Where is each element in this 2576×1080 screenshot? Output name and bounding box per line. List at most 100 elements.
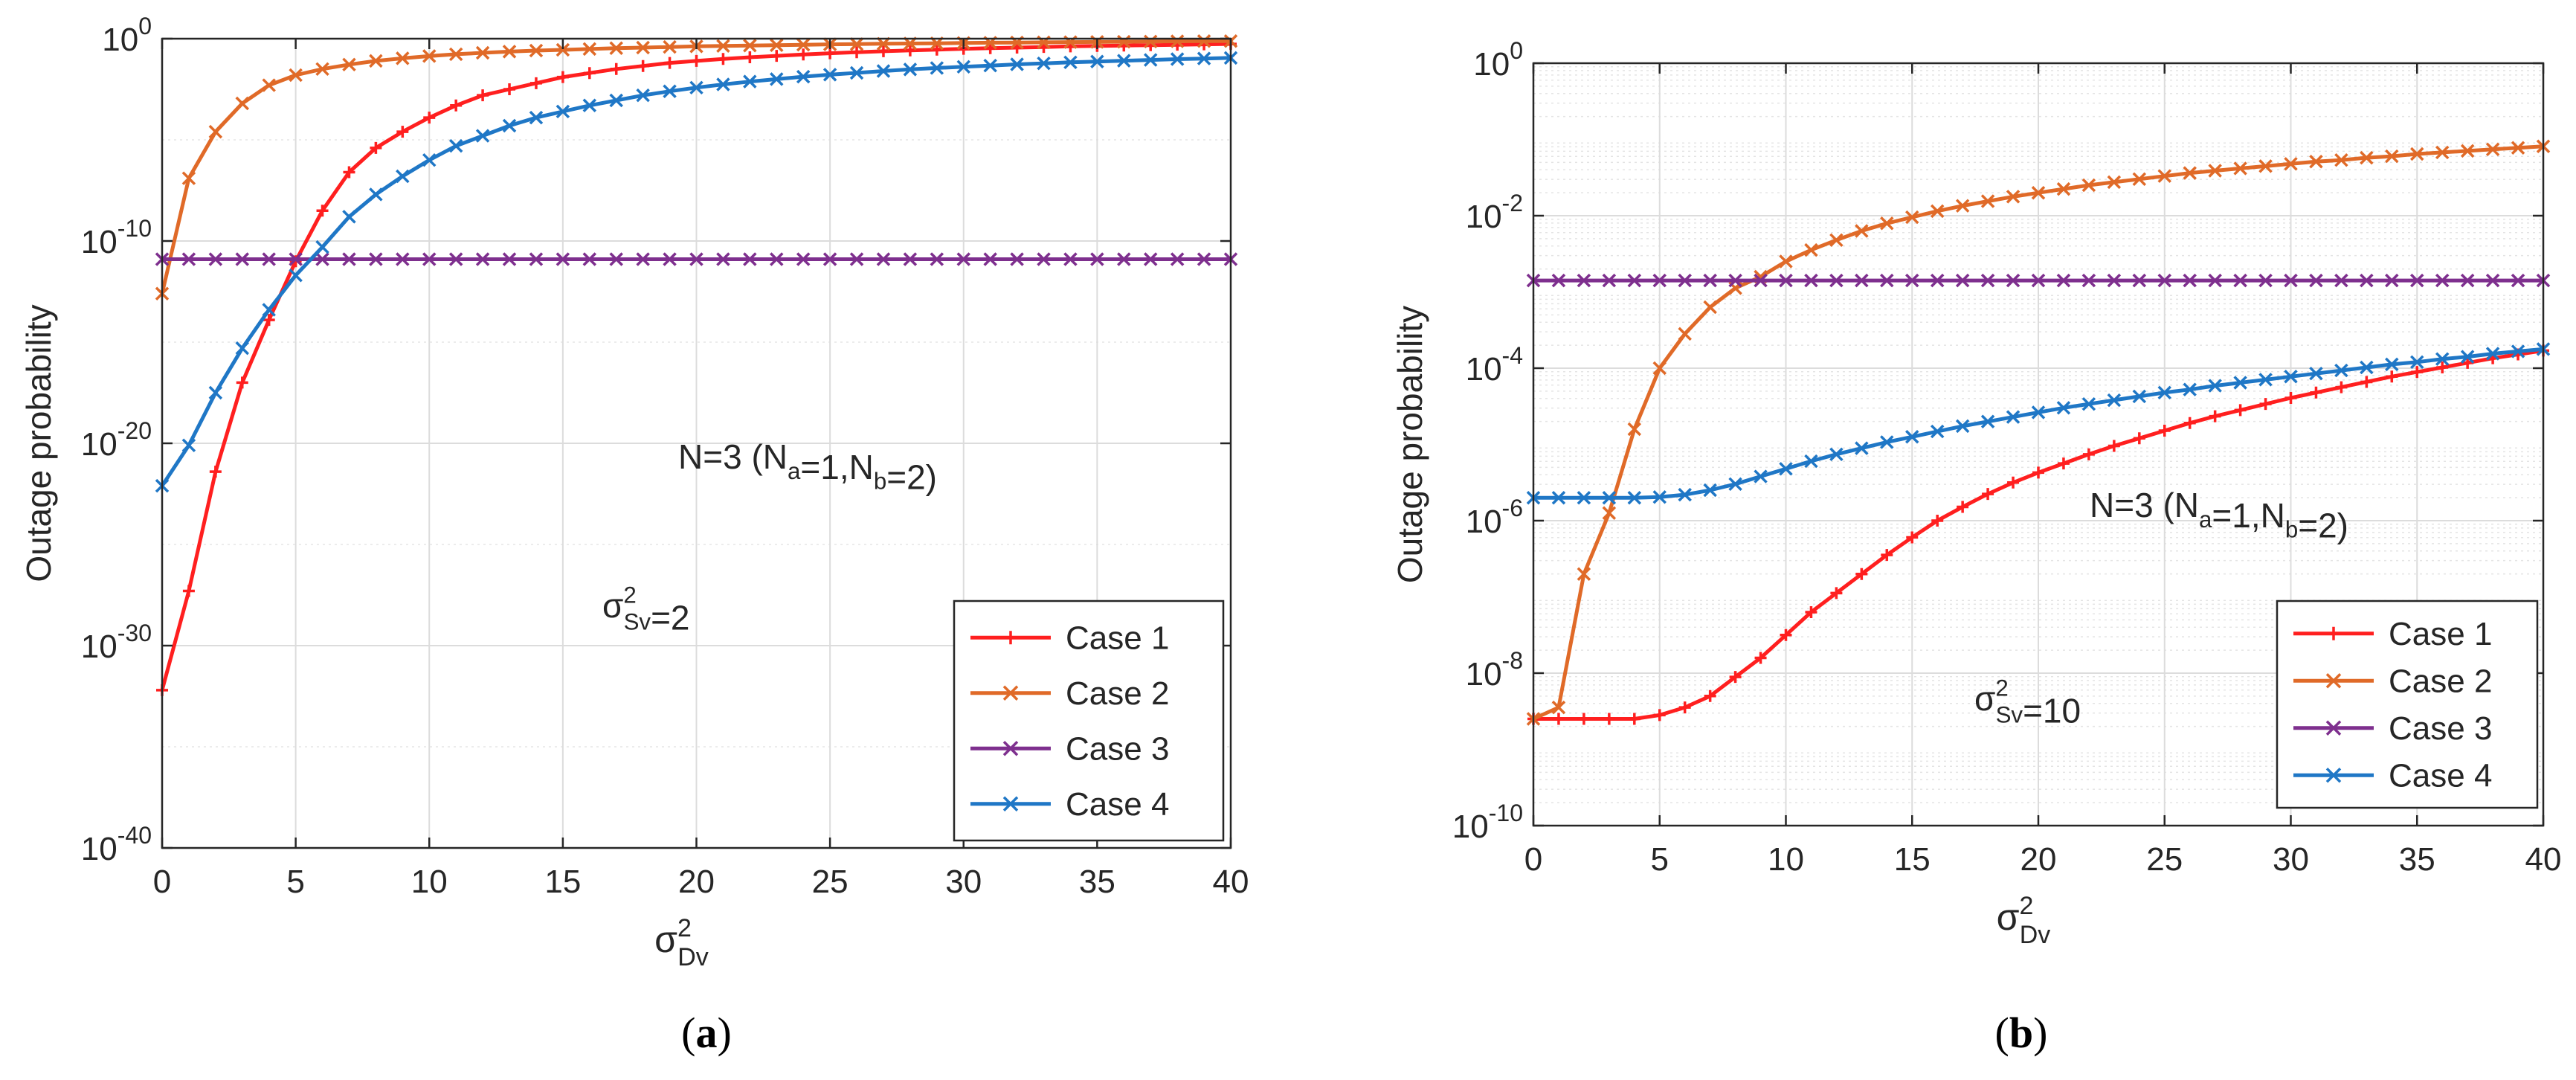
- data-point: [2385, 357, 2399, 372]
- data-point: [1779, 273, 1793, 288]
- data-point: [181, 252, 196, 266]
- data-point: [2284, 391, 2297, 404]
- legend-item: Case 4: [2293, 757, 2492, 794]
- data-point: [637, 60, 649, 72]
- data-point: [663, 57, 676, 69]
- data-point: [1197, 252, 1211, 266]
- data-point: [1627, 491, 1642, 505]
- data-point: [477, 89, 489, 102]
- data-point: [1678, 327, 1692, 341]
- data-point: [475, 252, 490, 266]
- data-point: [1931, 515, 1944, 527]
- data-point: [502, 118, 517, 133]
- legend-label: Case 3: [1066, 730, 1169, 767]
- data-point: [663, 252, 677, 266]
- x-tick-label: 10: [411, 864, 448, 900]
- data-point: [716, 252, 730, 266]
- data-point: [583, 67, 596, 80]
- data-point: [2334, 152, 2348, 167]
- data-point: [1930, 424, 1945, 439]
- annotation: σ2 Sv=10: [1974, 675, 2081, 730]
- data-point: [1602, 491, 1617, 505]
- data-point: [2435, 352, 2450, 366]
- data-point: [636, 252, 650, 266]
- data-point: [1627, 422, 1642, 437]
- data-point: [2284, 273, 2298, 288]
- data-point: [2233, 273, 2247, 288]
- data-point: [2082, 448, 2095, 460]
- data-point: [208, 252, 223, 266]
- data-point: [1930, 204, 1945, 219]
- data-point: [717, 53, 730, 65]
- data-point: [1855, 224, 1869, 238]
- y-tick-label: 10-40: [81, 822, 152, 867]
- legend-label: Case 2: [1066, 675, 1169, 712]
- data-point: [181, 171, 196, 185]
- data-point: [1905, 430, 1919, 444]
- data-point: [556, 42, 570, 57]
- data-point: [502, 252, 517, 266]
- data-point: [2107, 273, 2122, 288]
- data-point: [235, 96, 250, 111]
- caption-b: (b): [1994, 1009, 2048, 1057]
- x-tick-label: 5: [1651, 841, 1669, 878]
- data-point: [369, 187, 383, 202]
- data-point: [903, 62, 918, 77]
- data-point: [2310, 386, 2322, 399]
- legend-item: Case 3: [2293, 710, 2492, 747]
- data-point: [744, 51, 756, 64]
- data-point: [1906, 531, 1919, 544]
- data-point: [1905, 210, 1919, 225]
- data-point: [1170, 52, 1185, 66]
- legend-item: Case 4: [970, 786, 1169, 823]
- data-point: [1703, 483, 1717, 498]
- data-point: [1090, 252, 1104, 266]
- x-tick-label: 40: [2525, 841, 2562, 878]
- data-point: [1982, 488, 1994, 501]
- data-point: [2208, 164, 2222, 178]
- data-point: [450, 99, 463, 112]
- x-tick-label: 40: [1213, 864, 1249, 900]
- data-point: [502, 45, 517, 59]
- legend: Case 1 Case 2 Case 3 Case 4: [953, 600, 1225, 842]
- annotation: N=3 (Na=1,Nb=2): [2090, 486, 2348, 545]
- data-point: [2107, 393, 2122, 408]
- x-tick-label: 30: [945, 864, 982, 900]
- data-point: [2132, 273, 2147, 288]
- data-point: [2284, 370, 2298, 384]
- x-tick-label: 25: [812, 864, 849, 900]
- data-point: [289, 252, 303, 266]
- data-point: [822, 68, 837, 82]
- legend-label: Case 3: [2389, 710, 2492, 747]
- data-point: [209, 466, 222, 478]
- data-point: [2183, 382, 2197, 396]
- data-point: [849, 65, 864, 80]
- legend-item: Case 1: [970, 620, 1169, 656]
- data-point: [1063, 252, 1078, 266]
- data-point: [796, 69, 811, 84]
- chart-panel-a: 0 5 10 15 20 25 30 35 40 10-40 10-30 10-20 10-10 100 O…: [19, 13, 1249, 971]
- data-point: [396, 51, 410, 65]
- data-point: [2410, 355, 2424, 370]
- data-point: [1197, 34, 1211, 48]
- data-point: [2511, 344, 2525, 359]
- data-point: [1804, 273, 1818, 288]
- data-point: [2410, 147, 2424, 161]
- data-point: [2335, 381, 2348, 393]
- data-point: [475, 129, 490, 143]
- data-point: [315, 62, 329, 77]
- data-point: [956, 252, 970, 266]
- data-point: [289, 68, 303, 83]
- data-point: [822, 252, 837, 266]
- data-point: [2386, 370, 2398, 383]
- data-point: [1829, 273, 1844, 288]
- data-point: [956, 60, 970, 74]
- data-point: [2006, 190, 2020, 204]
- data-point: [235, 341, 250, 356]
- x-axis-label: σ2 Dv: [654, 914, 709, 971]
- y-tick-label: 10-6: [1466, 495, 1523, 540]
- data-point: [343, 166, 355, 179]
- data-point: [1955, 273, 1970, 288]
- data-point: [2360, 273, 2374, 288]
